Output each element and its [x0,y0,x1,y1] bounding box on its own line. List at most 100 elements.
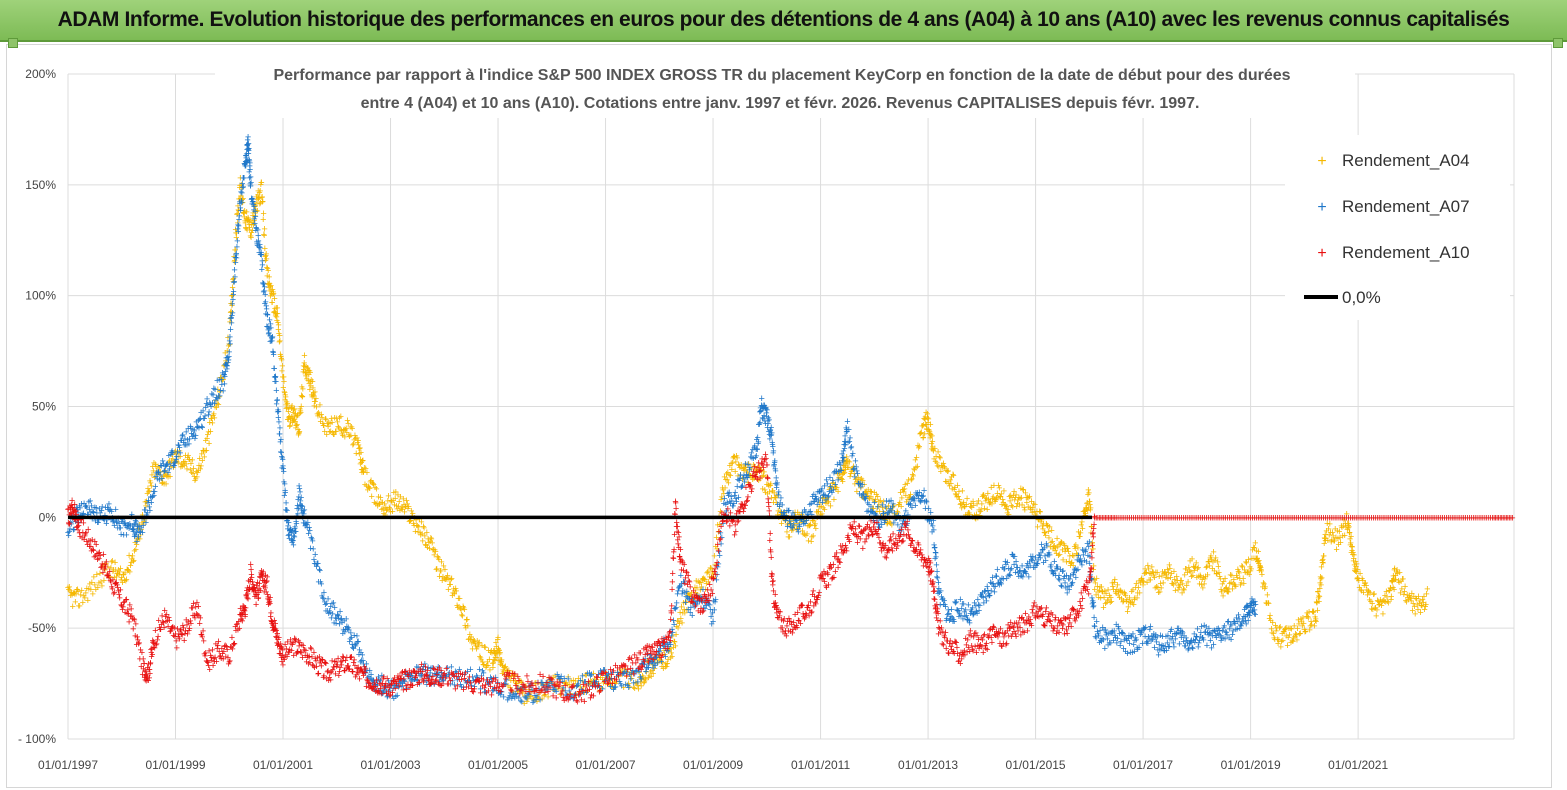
data-point: + [862,488,868,500]
data-point: + [494,652,500,664]
data-point: + [208,413,214,425]
data-point: + [499,660,505,672]
data-point: + [1319,572,1325,584]
data-point: + [407,516,413,528]
data-point: + [651,653,657,665]
data-point: + [487,647,493,659]
data-point: + [364,484,370,496]
data-point: + [172,446,178,458]
data-point: + [358,447,364,459]
data-point: + [706,571,712,583]
data-point: + [465,621,471,633]
data-point: + [833,482,839,494]
data-point: + [704,566,710,578]
data-point: + [197,613,203,625]
data-point: + [746,470,752,482]
data-point: + [221,360,227,372]
data-point: + [676,616,682,628]
data-point: + [805,535,811,547]
data-point: + [611,676,617,688]
data-point: + [200,445,206,457]
data-point: + [700,574,706,586]
x-tick-label: 01/01/2013 [898,758,958,772]
data-point: + [294,410,300,422]
data-point: + [720,485,726,497]
x-tick-label: 01/01/1997 [38,758,98,772]
data-point: + [859,492,865,504]
data-point: + [829,485,835,497]
series-layer: ++++++++++++++++++++++++++++++++++++++++… [65,131,1516,710]
x-tick-label: 01/01/2021 [1328,758,1388,772]
data-point: + [343,423,349,435]
data-point: + [174,445,180,457]
data-point: + [841,455,847,467]
data-point: + [725,478,731,490]
data-point: + [668,652,674,664]
data-point: + [523,680,529,692]
data-point: + [196,453,202,465]
data-point: + [112,557,118,569]
data-point: + [677,607,683,619]
data-point: + [65,582,71,594]
data-point: + [498,656,504,668]
data-point: + [577,682,583,694]
data-point: + [702,574,708,586]
data-point: + [323,414,329,426]
data-point: + [596,685,602,697]
data-point: + [850,461,856,473]
data-point: + [665,646,671,658]
data-point: + [291,414,297,426]
data-point: + [296,426,302,438]
data-point: + [722,482,728,494]
data-point: + [686,590,692,602]
data-point: + [482,642,488,654]
data-point: + [215,384,221,396]
data-point: + [275,324,281,336]
data-point: + [198,460,204,472]
data-point: + [589,677,595,689]
data-point: + [257,185,263,197]
data-point: + [852,474,858,486]
data-point: + [282,390,288,402]
data-point: + [534,696,540,708]
data-point: + [829,478,835,490]
data-point: + [189,454,195,466]
data-point: + [641,678,647,690]
data-point: + [685,588,691,600]
data-point: + [503,671,509,683]
data-point: + [316,409,322,421]
data-point: + [455,602,461,614]
data-point: + [440,560,446,572]
report-banner: ADAM Informe. Evolution historique des p… [0,0,1567,42]
data-point: + [458,604,464,616]
data-point: + [460,601,466,613]
data-point: + [243,214,249,226]
data-point: + [149,461,155,473]
data-point: + [319,418,325,430]
data-point: + [274,302,280,314]
data-point: + [844,462,850,474]
data-point: + [267,290,273,302]
data-point: + [424,542,430,554]
data-point: + [330,427,336,439]
data-point: + [779,509,785,521]
data-point: + [91,572,97,584]
data-point: + [694,590,700,602]
data-point: + [317,416,323,428]
data-point: + [490,658,496,670]
data-point: + [502,662,508,674]
data-point: + [639,670,645,682]
data-point: + [164,471,170,483]
data-point: + [257,199,263,211]
data-point: + [598,683,604,695]
data-point: + [468,631,474,643]
data-point: + [321,426,327,438]
data-point: + [753,465,759,477]
data-point: + [69,601,75,613]
data-point: + [168,456,174,468]
data-point: + [758,466,764,478]
data-point: + [619,666,625,678]
data-point: + [493,647,499,659]
data-point: + [786,531,792,543]
data-point: + [459,611,465,623]
